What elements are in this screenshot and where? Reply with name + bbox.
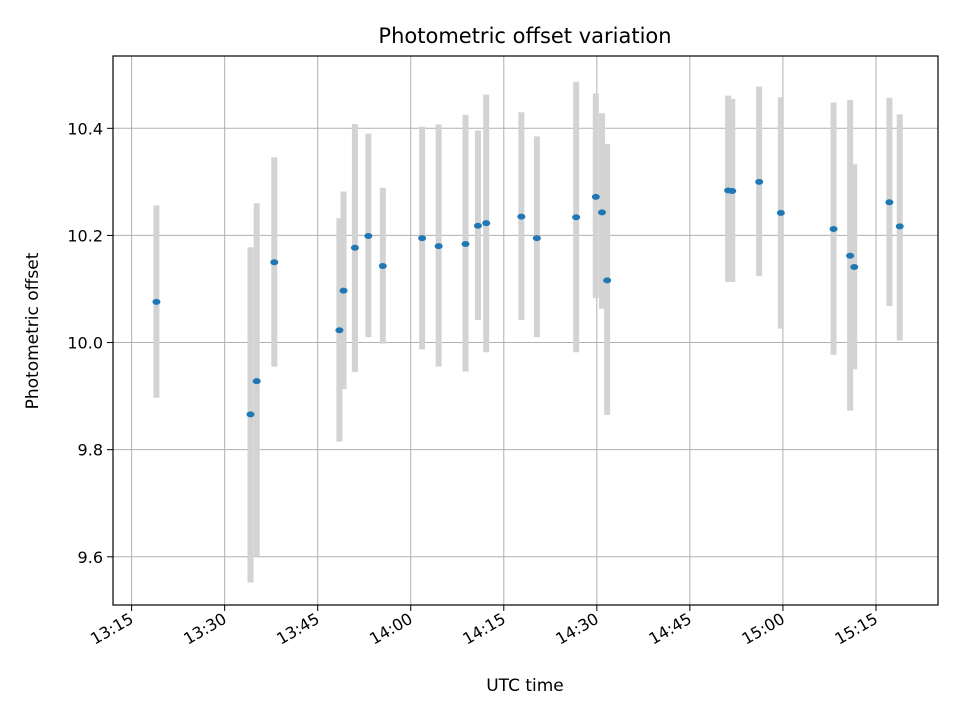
data-point: [378, 262, 387, 269]
data-point: [335, 327, 344, 334]
grid-lines: [113, 56, 938, 605]
y-tick-label: 10.0: [67, 334, 103, 353]
data-point: [755, 178, 764, 185]
data-point: [829, 226, 838, 233]
y-axis-label: Photometric offset: [23, 252, 43, 409]
data-point: [885, 199, 894, 206]
x-tick-label: 15:00: [738, 609, 787, 649]
data-point: [473, 222, 482, 229]
y-tick-label: 10.4: [67, 119, 103, 138]
y-tick-label: 9.8: [78, 441, 103, 460]
x-tick-label: 14:00: [366, 609, 415, 649]
x-tick-label: 14:45: [645, 609, 694, 649]
y-tick-label: 9.6: [78, 548, 103, 567]
data-point: [728, 187, 737, 194]
data-point: [364, 232, 373, 239]
data-point: [152, 298, 161, 305]
data-point: [252, 378, 261, 385]
data-point: [776, 209, 785, 216]
data-point: [598, 209, 607, 216]
plot-frame: [112, 55, 939, 606]
data-point: [603, 277, 612, 284]
data-point: [350, 244, 359, 251]
data-point: [895, 223, 904, 230]
x-tick-label: 13:15: [87, 609, 136, 649]
data-point: [850, 264, 859, 271]
data-point: [434, 243, 443, 250]
y-axis: 9.6 9.8 10.0 10.2 10.4: [67, 119, 113, 567]
data-point: [846, 252, 855, 259]
x-tick-label: 13:45: [273, 609, 322, 649]
data-point: [517, 213, 526, 220]
data-point: [532, 235, 541, 242]
data-point: [418, 235, 427, 242]
y-tick-label: 10.2: [67, 226, 103, 245]
data-point: [461, 240, 470, 247]
data-point: [591, 193, 600, 200]
x-tick-label: 15:15: [832, 609, 881, 649]
data-points: [152, 178, 904, 418]
data-point: [246, 411, 255, 418]
chart-title: Photometric offset variation: [378, 24, 671, 48]
x-axis-label: UTC time: [486, 676, 564, 696]
x-tick-label: 14:30: [552, 609, 601, 649]
x-tick-label: 14:15: [459, 609, 508, 649]
data-point: [572, 214, 581, 221]
data-point: [270, 259, 279, 266]
error-bars: [153, 81, 903, 583]
data-point: [482, 220, 491, 227]
x-tick-label: 13:30: [180, 609, 229, 649]
data-point: [339, 287, 348, 294]
x-axis: 13:15 13:30 13:45 14:00 14:15 14:30 14:45 15:00…: [87, 605, 881, 649]
